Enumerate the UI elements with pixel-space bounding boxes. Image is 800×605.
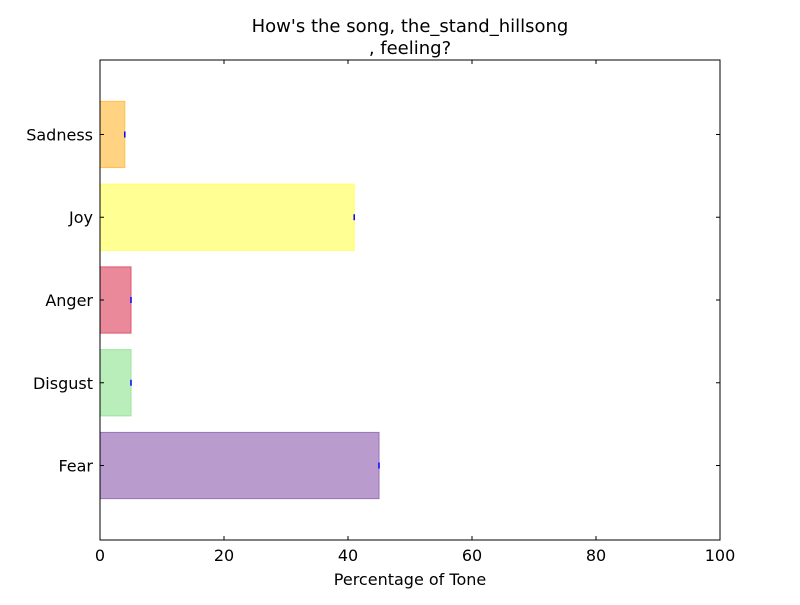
x-axis-ticks: 0 20 40 60 80 100 xyxy=(95,60,735,565)
bars-group xyxy=(99,100,380,500)
error-markers-group xyxy=(124,131,380,469)
chart-title-line-1: How's the song, the_stand_hillsong xyxy=(252,16,569,37)
x-tick-label-100: 100 xyxy=(705,546,736,565)
x-axis-label: Percentage of Tone xyxy=(334,570,486,589)
x-tick-label-40: 40 xyxy=(338,546,358,565)
y-tick-label-joy: Joy xyxy=(68,208,93,227)
x-tick-label-0: 0 xyxy=(95,546,105,565)
bar-anger xyxy=(99,266,132,334)
bar-fear xyxy=(99,431,380,500)
chart-title-line-2: , feeling? xyxy=(369,38,451,59)
y-tick-label-anger: Anger xyxy=(45,291,93,310)
bar-disgust xyxy=(99,349,132,417)
y-tick-label-disgust: Disgust xyxy=(33,374,93,393)
x-tick-label-20: 20 xyxy=(214,546,234,565)
y-tick-label-sadness: Sadness xyxy=(26,125,93,144)
x-tick-label-60: 60 xyxy=(462,546,482,565)
x-tick-label-80: 80 xyxy=(586,546,606,565)
y-tick-label-fear: Fear xyxy=(58,457,93,476)
y-axis-ticks: Fear Disgust Anger Joy Sadness xyxy=(26,125,720,476)
bar-joy xyxy=(99,183,355,251)
